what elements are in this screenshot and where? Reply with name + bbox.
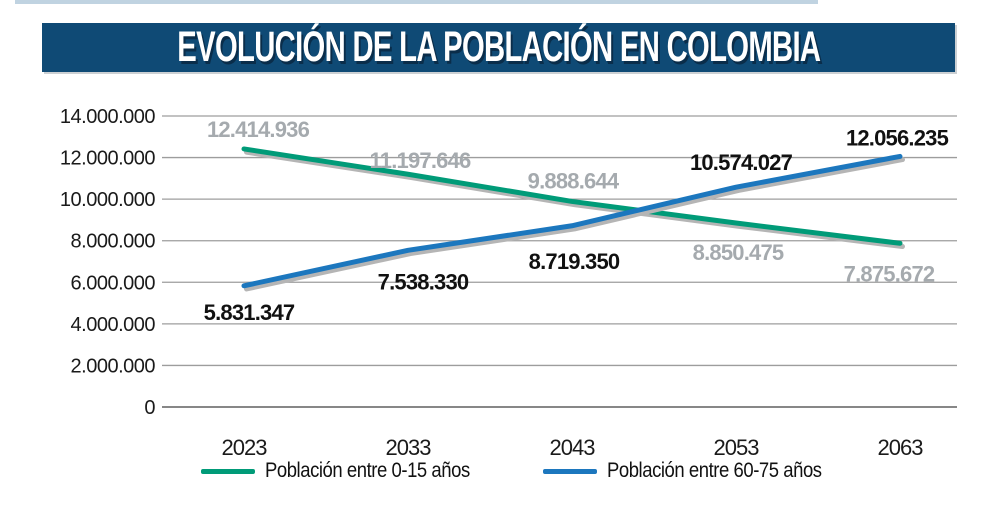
top-accent-strip: [15, 0, 818, 4]
x-tick-label: 2063: [878, 435, 924, 460]
data-label: 12.414.936: [207, 117, 310, 142]
series-line-1: [241, 153, 903, 289]
x-tick-label: 2043: [550, 435, 596, 460]
data-label: 8.850.475: [693, 240, 784, 265]
y-tick-label: 0: [144, 397, 155, 419]
data-label: 12.056.235: [846, 125, 949, 150]
data-label: 11.197.646: [370, 148, 471, 173]
x-tick-label: 2053: [714, 435, 760, 460]
chart-title-banner: EVOLUCIÓN DE LA POBLACIÓN EN COLOMBIA: [42, 23, 955, 72]
legend: Población entre 0-15 años Población entr…: [26, 459, 1000, 483]
series-line-0: [241, 146, 903, 246]
legend-swatch-60-75-icon: [543, 468, 598, 474]
y-tick-label: 8.000.000: [71, 231, 156, 253]
y-tick-label: 2.000.000: [71, 355, 156, 377]
data-label: 7.538.330: [378, 269, 469, 294]
data-label: 5.831.347: [204, 300, 295, 325]
series-line-shadow: [244, 157, 905, 292]
y-tick-label: 6.000.000: [71, 272, 156, 294]
y-tick-label: 4.000.000: [71, 314, 156, 336]
data-label: 8.719.350: [529, 249, 620, 274]
legend-item-0-15: Población entre 0-15 años: [200, 459, 498, 483]
chart-title: EVOLUCIÓN DE LA POBLACIÓN EN COLOMBIA: [176, 23, 821, 71]
data-label: 7.875.672: [844, 261, 935, 286]
legend-label-60-75: Población entre 60-75 años: [607, 459, 823, 482]
y-tick-label: 14.000.000: [60, 106, 155, 128]
legend-label-0-15: Población entre 0-15 años: [264, 459, 470, 482]
legend-item-60-75: Población entre 60-75 años: [543, 459, 851, 483]
data-label: 9.888.644: [528, 168, 620, 193]
x-tick-label: 2023: [222, 435, 268, 460]
y-tick-label: 12.000.000: [60, 148, 155, 170]
y-tick-label: 10.000.000: [60, 189, 155, 211]
data-label: 10.574.027: [690, 150, 793, 175]
legend-swatch-0-15-icon: [200, 468, 255, 474]
series-line-shadow: [244, 149, 905, 249]
x-tick-label: 2033: [386, 435, 432, 460]
